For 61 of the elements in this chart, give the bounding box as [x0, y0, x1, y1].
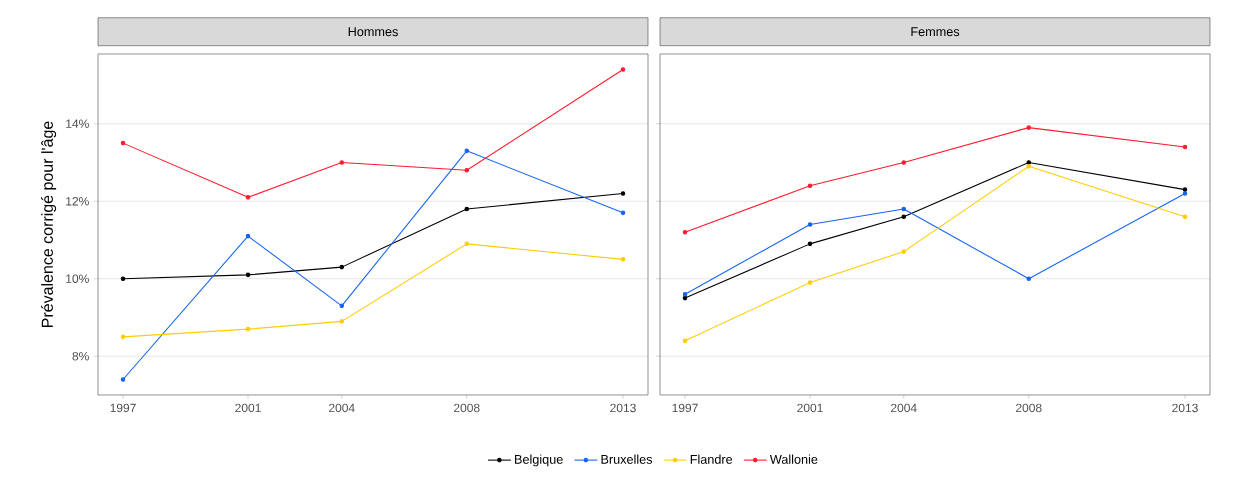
x-tick-label: 2004 — [891, 403, 917, 413]
point — [901, 160, 907, 165]
point — [807, 280, 813, 285]
x-tick-label: 2013 — [610, 403, 636, 413]
point — [620, 210, 626, 216]
x-tick-label: 2004 — [329, 403, 355, 413]
point — [339, 160, 345, 165]
point — [1026, 125, 1032, 130]
point — [120, 276, 126, 282]
legend-label: Flandre — [690, 454, 733, 464]
point — [339, 303, 345, 309]
y-tick-label: 10% — [66, 274, 89, 283]
point — [901, 206, 907, 212]
chart-title: Hommes — [348, 27, 398, 37]
point — [120, 377, 126, 382]
x-tick-label: 2001 — [235, 403, 261, 413]
x-tick-label: 2008 — [1016, 403, 1042, 413]
legend-label: Wallonie — [769, 454, 818, 464]
point — [807, 241, 813, 247]
point — [464, 241, 470, 247]
point — [120, 140, 126, 146]
point — [682, 338, 688, 344]
point — [120, 334, 126, 340]
point — [1182, 214, 1188, 220]
point — [339, 319, 345, 324]
point — [682, 295, 688, 301]
point — [901, 214, 907, 220]
point — [1182, 191, 1188, 196]
y-tick-label: 12% — [66, 197, 89, 206]
point — [1026, 164, 1032, 169]
y-tick-label: 8% — [72, 351, 89, 361]
chart-title: Femmes — [911, 27, 960, 37]
point — [245, 195, 251, 200]
y-axis-title: Prévalence corrigé pour l'âge — [41, 121, 57, 327]
point — [620, 191, 626, 196]
point — [1182, 144, 1188, 150]
point — [620, 257, 626, 262]
point — [464, 167, 470, 173]
point — [464, 148, 470, 154]
point — [1026, 160, 1032, 165]
x-tick-label: 2013 — [1172, 403, 1198, 413]
legend-label: Bruxelles — [601, 454, 653, 464]
point — [1026, 276, 1032, 282]
point — [245, 272, 251, 278]
point — [620, 67, 626, 72]
point — [807, 222, 813, 227]
legend-label: Belgique — [515, 454, 563, 467]
point — [682, 291, 688, 297]
point — [339, 264, 345, 270]
point — [245, 233, 251, 239]
x-tick-label: 2001 — [797, 403, 823, 413]
point — [464, 206, 470, 212]
y-tick-label: 14% — [66, 119, 89, 128]
x-tick-label: 1997 — [672, 403, 698, 413]
point — [682, 229, 688, 235]
point — [807, 183, 813, 189]
point — [901, 249, 907, 254]
point — [245, 326, 251, 332]
x-tick-label: 2008 — [454, 403, 480, 413]
point — [1182, 187, 1188, 192]
x-tick-label: 1997 — [110, 403, 136, 413]
